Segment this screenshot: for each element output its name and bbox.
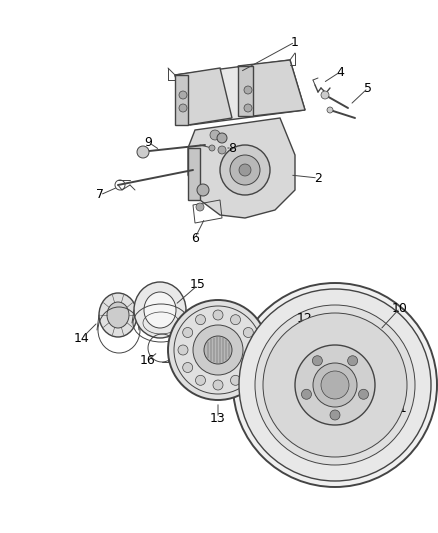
Circle shape xyxy=(239,164,251,176)
Circle shape xyxy=(197,184,209,196)
Circle shape xyxy=(312,356,322,366)
Circle shape xyxy=(137,146,149,158)
Text: 6: 6 xyxy=(191,231,199,245)
Circle shape xyxy=(178,345,188,355)
Circle shape xyxy=(183,362,193,373)
Text: 7: 7 xyxy=(96,189,104,201)
Circle shape xyxy=(301,389,311,399)
Polygon shape xyxy=(175,75,188,125)
Text: 9: 9 xyxy=(144,135,152,149)
Text: 8: 8 xyxy=(228,141,236,155)
Circle shape xyxy=(230,314,240,325)
Polygon shape xyxy=(238,66,253,116)
Circle shape xyxy=(196,203,204,211)
Circle shape xyxy=(330,410,340,420)
Circle shape xyxy=(255,305,415,465)
Circle shape xyxy=(233,283,437,487)
Text: 5: 5 xyxy=(364,82,372,94)
Circle shape xyxy=(327,107,333,113)
Polygon shape xyxy=(238,60,305,116)
Circle shape xyxy=(244,104,252,112)
Ellipse shape xyxy=(99,293,137,337)
Circle shape xyxy=(244,362,253,373)
Circle shape xyxy=(230,375,240,385)
Circle shape xyxy=(217,133,227,143)
Circle shape xyxy=(313,363,357,407)
Circle shape xyxy=(244,327,253,337)
Circle shape xyxy=(248,345,258,355)
Circle shape xyxy=(263,313,407,457)
Circle shape xyxy=(213,380,223,390)
Ellipse shape xyxy=(134,282,186,338)
Text: 16: 16 xyxy=(140,353,156,367)
Text: 10: 10 xyxy=(392,302,408,314)
Circle shape xyxy=(220,145,270,195)
Circle shape xyxy=(213,310,223,320)
Text: 12: 12 xyxy=(297,311,313,325)
Circle shape xyxy=(348,356,358,366)
Text: 2: 2 xyxy=(314,172,322,184)
Circle shape xyxy=(195,375,205,385)
Polygon shape xyxy=(175,60,305,125)
Ellipse shape xyxy=(107,302,129,328)
Circle shape xyxy=(209,145,215,151)
Circle shape xyxy=(244,86,252,94)
Text: 14: 14 xyxy=(74,332,90,344)
Polygon shape xyxy=(188,148,200,200)
Circle shape xyxy=(295,345,375,425)
Polygon shape xyxy=(188,118,295,218)
Text: 13: 13 xyxy=(210,411,226,424)
Circle shape xyxy=(321,371,349,399)
Text: 15: 15 xyxy=(190,279,206,292)
Circle shape xyxy=(193,325,243,375)
Circle shape xyxy=(321,91,329,99)
Circle shape xyxy=(270,334,286,350)
Text: 1: 1 xyxy=(291,36,299,49)
Circle shape xyxy=(179,91,187,99)
Circle shape xyxy=(210,130,220,140)
Ellipse shape xyxy=(144,292,176,328)
Circle shape xyxy=(179,104,187,112)
Circle shape xyxy=(359,389,368,399)
Circle shape xyxy=(218,146,226,154)
Polygon shape xyxy=(175,68,232,125)
Circle shape xyxy=(204,336,232,364)
Circle shape xyxy=(230,155,260,185)
Circle shape xyxy=(239,289,431,481)
Circle shape xyxy=(183,327,193,337)
Text: 11: 11 xyxy=(392,401,408,415)
Text: 4: 4 xyxy=(336,66,344,78)
Circle shape xyxy=(195,314,205,325)
Circle shape xyxy=(274,338,282,346)
Circle shape xyxy=(168,300,268,400)
